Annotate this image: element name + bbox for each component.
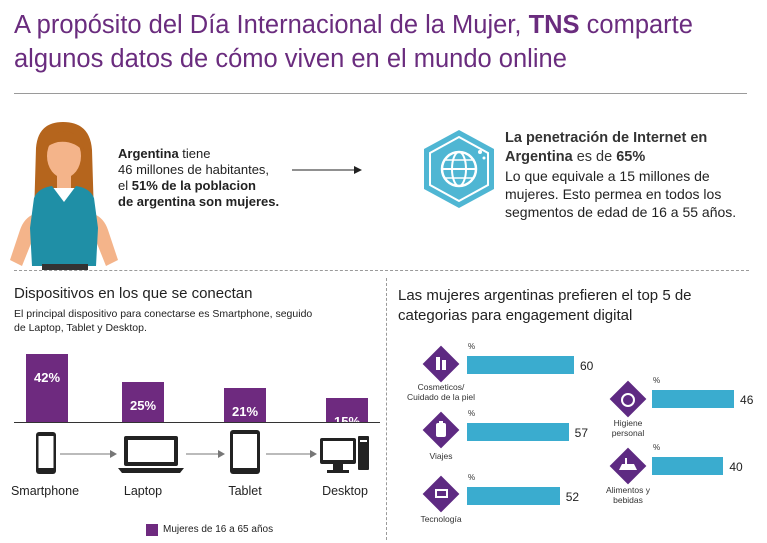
pct-symbol: % xyxy=(468,409,476,418)
hbar-food xyxy=(652,457,724,475)
smartphone-icon xyxy=(36,432,56,474)
cat-label-technology: Tecnología xyxy=(420,514,462,524)
bar-label-smartphone: 42% xyxy=(33,370,61,385)
hval-technology: 52 xyxy=(565,490,580,504)
bar-laptop: 25% xyxy=(122,381,164,422)
device-icons xyxy=(36,430,369,474)
hbar-travel xyxy=(467,423,569,441)
pct-symbol: % xyxy=(468,342,476,351)
cat-label-food: Alimentos y bebidas xyxy=(606,485,650,505)
categories-title: Las mujeres argentinas prefieren el top … xyxy=(398,287,692,324)
hygiene-icon xyxy=(609,380,647,418)
device-label-laptop: Laptop xyxy=(123,484,163,498)
desktop-icon xyxy=(320,436,369,473)
bar-tablet: 21% xyxy=(224,388,266,422)
bar-label-desktop: 15% xyxy=(333,413,361,429)
pct-symbol: % xyxy=(653,443,661,452)
legend-label: Mujeres de 16 a 65 años xyxy=(163,524,274,535)
cosmetics-icon xyxy=(422,345,460,383)
hval-cosmetics: 60 xyxy=(580,359,594,373)
hval-hygiene: 46 xyxy=(740,393,754,407)
bar-label-laptop: 25% xyxy=(129,397,157,413)
section-divider xyxy=(14,270,749,271)
globe-icon xyxy=(424,130,494,208)
legend-swatch xyxy=(146,524,158,536)
devices-subtitle: El principal dispositivo para conectarse… xyxy=(14,308,313,334)
page-title: A propósito del Día Internacional de la … xyxy=(14,11,693,73)
hbar-technology xyxy=(467,487,560,505)
hval-travel: 57 xyxy=(574,426,588,440)
pct-symbol: % xyxy=(653,376,661,385)
bar-label-tablet: 21% xyxy=(231,404,259,419)
chart-baseline xyxy=(14,422,380,423)
arrow-icon xyxy=(292,166,362,174)
cat-label-hygiene: Higiene personal xyxy=(611,418,645,438)
hbar-cosmetics xyxy=(467,356,574,374)
column-divider xyxy=(386,278,387,540)
devices-chart: 42% 25% 21% 15% xyxy=(26,354,368,429)
tablet-icon xyxy=(230,430,260,474)
device-label-desktop: Desktop xyxy=(322,484,368,498)
bar-desktop: 15% xyxy=(326,397,368,429)
devices-title: Dispositivos en los que se conectan xyxy=(14,285,253,302)
hbar-hygiene xyxy=(652,390,735,408)
hval-food: 40 xyxy=(729,460,743,474)
cat-label-cosmetics: Cosmeticos/Cuidado de la piel xyxy=(406,382,476,402)
laptop-icon xyxy=(118,436,184,473)
woman-icon xyxy=(10,122,118,270)
device-label-tablet: Tablet xyxy=(228,484,262,498)
argentina-text: Argentina tiene 46 millones de habitante… xyxy=(118,146,280,209)
title-divider xyxy=(14,93,747,94)
bar-smartphone: 42% xyxy=(26,354,68,422)
penetration-text: La penetración de Internet en Argentina … xyxy=(505,130,737,220)
pct-symbol: % xyxy=(468,473,476,482)
cat-label-travel: Viajes xyxy=(429,451,453,461)
device-label-smartphone: Smartphone xyxy=(10,484,80,498)
